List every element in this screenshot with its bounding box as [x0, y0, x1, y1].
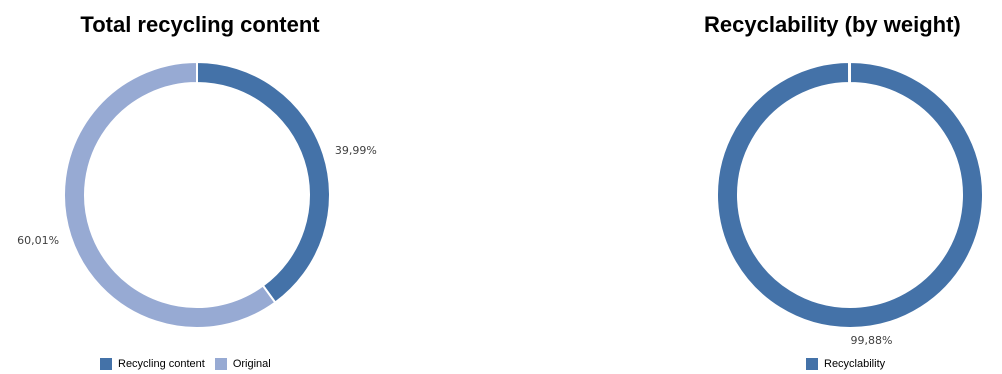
- data-label: 99,88%: [851, 334, 893, 347]
- donut-chart: 99,88%: [716, 60, 984, 347]
- donut-slice-recycling-content[interactable]: [196, 60, 331, 304]
- chart-recyclability: Recyclability (by weight) 99,88% Recycla…: [580, 0, 1002, 374]
- data-label: 60,01%: [17, 234, 59, 247]
- chart-recycling-content: Total recycling content 39,99% 60,01% Rec…: [0, 0, 400, 374]
- legend-item-recycling-content[interactable]: Recycling content: [100, 358, 205, 370]
- legend-swatch: [806, 358, 818, 370]
- donut-chart: 39,99% 60,01%: [17, 60, 377, 329]
- chart-legend: Recyclability: [806, 358, 885, 370]
- legend-item-original[interactable]: Original: [214, 358, 271, 370]
- donut-slice-remainder[interactable]: [847, 60, 851, 85]
- data-label: 39,99%: [335, 144, 377, 157]
- chart-legend: Recycling content Original: [100, 358, 271, 370]
- donut-slice-original[interactable]: [63, 60, 277, 329]
- legend-item-recyclability[interactable]: Recyclability: [806, 358, 885, 370]
- chart-title: Recyclability (by weight): [704, 12, 961, 37]
- legend-swatch: [100, 358, 112, 370]
- legend-label: Recycling content: [118, 358, 205, 370]
- legend-label: Original: [232, 358, 271, 370]
- legend-label: Recyclability: [824, 358, 886, 370]
- chart-title: Total recycling content: [80, 12, 320, 37]
- legend-swatch: [214, 358, 227, 370]
- donut-slice-recyclability[interactable]: [716, 60, 984, 329]
